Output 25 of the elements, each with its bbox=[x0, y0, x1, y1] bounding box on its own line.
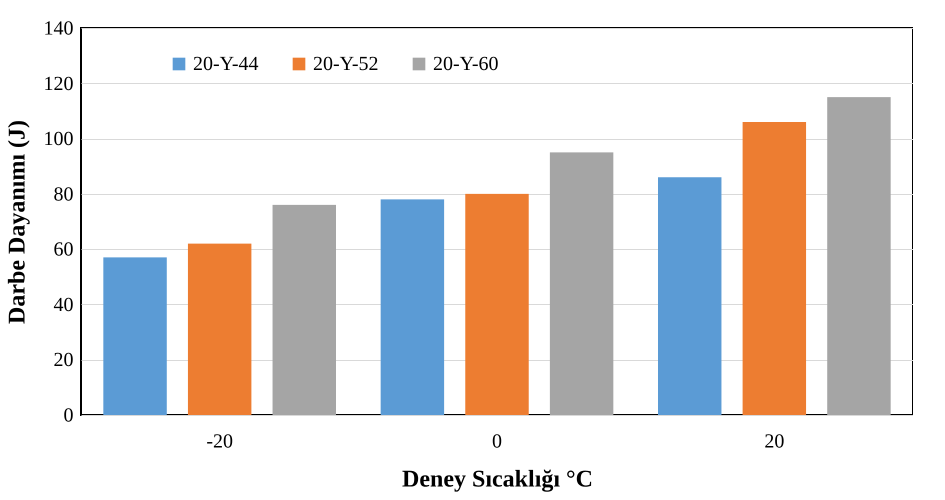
y-tick-label: 40 bbox=[54, 294, 74, 316]
x-tick-label: 0 bbox=[492, 430, 502, 452]
legend-label: 20-Y-44 bbox=[193, 53, 259, 75]
legend-label: 20-Y-60 bbox=[433, 53, 499, 75]
y-tick-label: 60 bbox=[54, 238, 74, 261]
y-tick-label: 0 bbox=[64, 404, 74, 426]
y-tick-label: 120 bbox=[44, 72, 74, 95]
x-tick-label: -20 bbox=[206, 430, 234, 452]
bar bbox=[188, 244, 252, 415]
y-tick-label: 140 bbox=[44, 18, 74, 40]
y-tick-label: 20 bbox=[54, 349, 74, 372]
bar bbox=[272, 204, 336, 415]
bar bbox=[380, 199, 444, 415]
legend-label: 20-Y-52 bbox=[313, 53, 379, 75]
y-tick-label: 100 bbox=[44, 128, 74, 150]
bar bbox=[103, 257, 167, 415]
x-tick-label: 20 bbox=[764, 430, 784, 452]
bar bbox=[658, 177, 722, 415]
bar bbox=[550, 152, 614, 415]
bar bbox=[742, 122, 806, 415]
y-tick-label: 80 bbox=[54, 183, 74, 206]
bar bbox=[465, 194, 529, 415]
y-axis-title: Darbe Dayanımı (J) bbox=[4, 120, 30, 324]
x-axis-title: Deney Sıcaklığı °C bbox=[402, 466, 593, 492]
bar bbox=[827, 97, 891, 415]
